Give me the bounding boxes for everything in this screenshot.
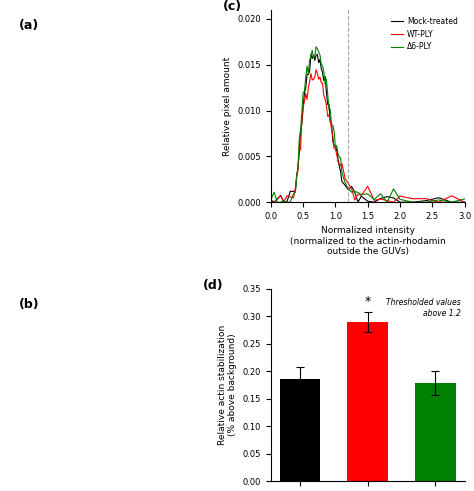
Line: WT-PLY: WT-PLY [271, 70, 465, 202]
Mock-treated [287, 189, 293, 194]
Δ6-PLY [299, 109, 305, 115]
X-axis label: Normalized intensity
(normalized to the actin-rhodamin
outside the GUVs): Normalized intensity (normalized to the … [290, 226, 446, 256]
Δ6-PLY [304, 63, 310, 69]
Bar [347, 322, 388, 481]
Δ6-PLY [313, 44, 319, 50]
Δ6-PLY [274, 199, 280, 205]
Y-axis label: Relative pixel amount: Relative pixel amount [223, 56, 232, 156]
Text: (d): (d) [203, 279, 224, 292]
Mock-treated [268, 197, 273, 203]
Mock-treated [271, 199, 277, 205]
Text: Thresholded values
above 1.2: Thresholded values above 1.2 [386, 299, 461, 318]
Mock-treated [462, 199, 467, 205]
Y-axis label: Relative actin stabilization
(% above background): Relative actin stabilization (% above ba… [218, 325, 237, 445]
Δ6-PLY [333, 144, 338, 150]
Text: (b): (b) [19, 299, 40, 311]
Mock-treated [299, 121, 305, 127]
Line: Δ6-PLY: Δ6-PLY [271, 47, 465, 202]
Mock-treated [315, 51, 320, 57]
WT-PLY [313, 67, 319, 73]
Line: Mock-treated: Mock-treated [271, 54, 465, 202]
Mock-treated [391, 195, 396, 201]
WT-PLY [462, 199, 467, 205]
Δ6-PLY [268, 196, 273, 202]
Δ6-PLY [324, 76, 329, 82]
Bar [415, 383, 456, 481]
WT-PLY [268, 199, 273, 205]
Text: (a): (a) [19, 20, 39, 32]
Mock-treated [304, 71, 310, 77]
WT-PLY [384, 197, 390, 203]
Δ6-PLY [287, 199, 293, 205]
Legend: Mock-treated, WT-PLY, Δ6-PLY: Mock-treated, WT-PLY, Δ6-PLY [388, 14, 461, 55]
Mock-treated [324, 89, 329, 95]
Bar [280, 380, 320, 481]
Δ6-PLY [462, 196, 467, 202]
Text: (c): (c) [222, 0, 242, 13]
Text: *: * [365, 295, 371, 308]
Mock-treated [333, 143, 338, 149]
WT-PLY [303, 91, 309, 97]
WT-PLY [298, 147, 303, 153]
WT-PLY [331, 145, 337, 151]
WT-PLY [284, 193, 290, 199]
WT-PLY [322, 96, 328, 102]
Δ6-PLY [391, 186, 396, 192]
